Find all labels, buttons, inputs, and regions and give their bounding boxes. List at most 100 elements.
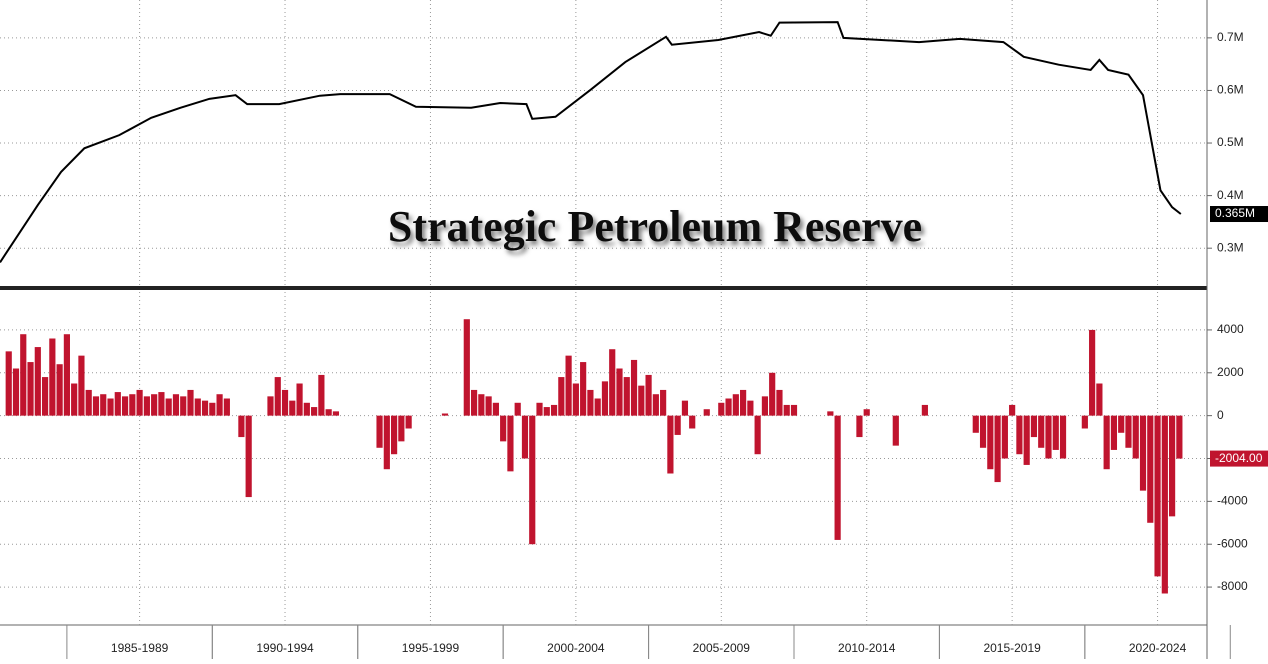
bar xyxy=(238,415,245,438)
bar xyxy=(1125,415,1132,448)
bar xyxy=(463,319,470,416)
bar xyxy=(529,415,536,545)
bar xyxy=(398,415,405,442)
bar xyxy=(49,338,56,416)
bar xyxy=(1009,404,1016,416)
bar xyxy=(78,355,85,416)
bar xyxy=(71,383,78,416)
bar xyxy=(1045,415,1052,459)
bar xyxy=(1081,415,1088,429)
bar xyxy=(63,334,70,416)
bar xyxy=(594,398,601,416)
bar xyxy=(1161,415,1168,594)
bar xyxy=(100,394,107,416)
bar xyxy=(245,415,252,498)
bar xyxy=(769,372,776,416)
bar xyxy=(740,389,747,416)
y-tick-label: 0.6M xyxy=(1217,83,1244,97)
bar xyxy=(856,415,863,438)
bar xyxy=(783,404,790,416)
bar xyxy=(580,362,587,416)
bar xyxy=(652,394,659,416)
bar xyxy=(543,407,550,416)
bar xyxy=(151,394,158,416)
y-tick-label: 0.7M xyxy=(1217,30,1244,44)
bar xyxy=(332,411,340,416)
bar xyxy=(565,355,572,416)
bar xyxy=(296,383,303,416)
bar xyxy=(972,415,979,433)
x-tick-label: 1985-1989 xyxy=(111,641,169,655)
x-tick-label: 2015-2019 xyxy=(983,641,1041,655)
bar xyxy=(492,402,499,416)
bar xyxy=(383,415,390,470)
x-tick-label: 1990-1994 xyxy=(256,641,314,655)
last-value-box xyxy=(1210,450,1268,467)
bar xyxy=(129,394,136,416)
y-tick-label: -8000 xyxy=(1217,579,1248,593)
bar xyxy=(550,404,558,416)
bar xyxy=(41,377,49,416)
bar xyxy=(1001,415,1008,459)
bar xyxy=(616,368,623,416)
bar xyxy=(601,381,609,416)
last-value-label: -2004.00 xyxy=(1215,451,1263,465)
bar xyxy=(172,394,180,416)
bar xyxy=(921,404,928,416)
y-tick-label: 2000 xyxy=(1217,365,1244,379)
bar xyxy=(623,377,630,416)
bar xyxy=(405,415,412,429)
bar xyxy=(747,400,754,416)
bar xyxy=(107,398,114,416)
panel-separator xyxy=(0,286,1207,290)
y-tick-label: 4000 xyxy=(1217,322,1244,336)
bar xyxy=(732,394,739,416)
bar xyxy=(1038,415,1045,448)
bar xyxy=(209,402,216,416)
bar xyxy=(136,389,143,416)
bar xyxy=(1154,415,1161,577)
bar xyxy=(143,396,150,416)
bar xyxy=(92,396,100,416)
bar xyxy=(267,396,274,416)
bar xyxy=(725,398,732,416)
bar xyxy=(834,415,841,540)
bar xyxy=(470,389,478,416)
bar xyxy=(478,394,485,416)
bar xyxy=(27,362,34,416)
bar xyxy=(5,351,12,416)
x-tick-label: 1995-1999 xyxy=(402,641,460,655)
bar xyxy=(1103,415,1110,470)
bar xyxy=(761,396,769,416)
bar xyxy=(194,398,201,416)
bar xyxy=(34,347,41,416)
bar xyxy=(776,389,783,416)
bar xyxy=(1016,415,1023,455)
bar xyxy=(165,398,172,416)
bar xyxy=(201,400,209,416)
bar xyxy=(703,409,710,416)
bar xyxy=(1139,415,1147,491)
bar xyxy=(441,413,449,416)
bar xyxy=(667,415,674,474)
bar xyxy=(303,402,310,416)
bar xyxy=(827,411,834,416)
bar xyxy=(274,377,281,416)
bar xyxy=(1110,415,1118,450)
bar xyxy=(674,415,681,435)
chart-title: Strategic Petroleum Reserve xyxy=(388,202,922,251)
bar xyxy=(630,359,638,416)
bar xyxy=(1147,415,1154,523)
bar xyxy=(1030,415,1038,438)
last-value-box xyxy=(1210,206,1268,223)
y-tick-label: 0 xyxy=(1217,408,1224,422)
bar xyxy=(1169,415,1176,517)
bar xyxy=(1096,383,1103,416)
y-tick-label: 0.4M xyxy=(1217,188,1244,202)
bar xyxy=(325,409,332,416)
bar xyxy=(281,389,289,416)
bar xyxy=(638,385,645,416)
bar xyxy=(376,415,383,448)
bar xyxy=(216,394,223,416)
bar xyxy=(1176,415,1183,459)
